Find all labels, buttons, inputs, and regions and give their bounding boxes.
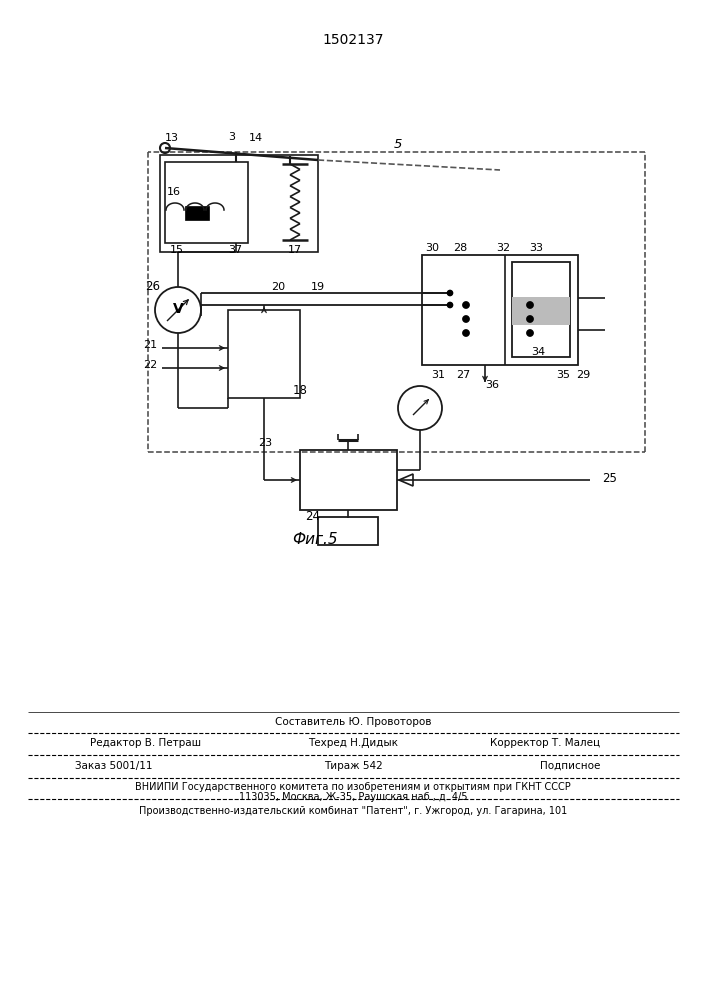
Text: 33: 33 (529, 243, 543, 253)
Circle shape (527, 302, 534, 308)
Text: 19: 19 (311, 282, 325, 292)
Text: 13: 13 (165, 133, 179, 143)
Text: 35: 35 (556, 370, 570, 380)
Text: 28: 28 (453, 243, 467, 253)
Text: 14: 14 (249, 133, 263, 143)
Text: 26: 26 (146, 279, 160, 292)
Text: 15: 15 (170, 245, 184, 255)
Bar (422, 255, 578, 365)
Text: 16: 16 (167, 187, 181, 197)
Text: 36: 36 (485, 380, 499, 390)
Text: 3: 3 (228, 132, 235, 142)
Text: Производственно-издательский комбинат "Патент", г. Ужгород, ул. Гагарина, 101: Производственно-издательский комбинат "П… (139, 806, 567, 816)
Bar (165, 162, 248, 243)
Text: 29: 29 (576, 370, 590, 380)
Text: 25: 25 (602, 472, 617, 485)
Text: 20: 20 (271, 282, 285, 292)
Text: Редактор В. Петраш: Редактор В. Петраш (90, 738, 201, 748)
Text: Тираж 542: Тираж 542 (324, 761, 382, 771)
Text: Заказ 5001/11: Заказ 5001/11 (75, 761, 153, 771)
Text: 1502137: 1502137 (322, 33, 384, 47)
Circle shape (462, 302, 469, 308)
Text: Фиг.5: Фиг.5 (292, 532, 338, 548)
Text: 27: 27 (456, 370, 470, 380)
Text: ВНИИПИ Государственного комитета по изобретениям и открытиям при ГКНТ СССР: ВНИИПИ Государственного комитета по изоб… (135, 782, 571, 792)
Circle shape (448, 290, 452, 296)
Text: 23: 23 (258, 438, 272, 448)
Text: 34: 34 (531, 347, 545, 357)
Circle shape (527, 316, 534, 322)
Text: Корректор Т. Малец: Корректор Т. Малец (490, 738, 600, 748)
Text: 18: 18 (293, 383, 308, 396)
Bar (228, 310, 300, 398)
Text: 30: 30 (425, 243, 439, 253)
Text: Составитель Ю. Провоторов: Составитель Ю. Провоторов (275, 717, 431, 727)
Text: 21: 21 (143, 340, 157, 350)
Bar (318, 517, 378, 545)
Bar (512, 297, 570, 325)
Bar (160, 155, 318, 252)
Circle shape (462, 316, 469, 322)
Text: 5: 5 (394, 137, 402, 150)
Text: Подписное: Подписное (539, 761, 600, 771)
Text: 37: 37 (228, 245, 242, 255)
Text: 17: 17 (288, 245, 302, 255)
Bar (185, 206, 209, 220)
Bar (512, 262, 570, 357)
Text: 113035, Москва, Ж-35, Раушская наб., д. 4/5: 113035, Москва, Ж-35, Раушская наб., д. … (239, 792, 467, 802)
Circle shape (527, 330, 534, 336)
Circle shape (448, 302, 452, 308)
Text: Техред Н.Дидык: Техред Н.Дидык (308, 738, 398, 748)
Text: 24: 24 (305, 510, 320, 524)
Text: 31: 31 (431, 370, 445, 380)
Text: 22: 22 (143, 360, 157, 370)
Text: V: V (173, 302, 183, 316)
Text: 32: 32 (496, 243, 510, 253)
Bar (300, 450, 397, 510)
Circle shape (462, 330, 469, 336)
